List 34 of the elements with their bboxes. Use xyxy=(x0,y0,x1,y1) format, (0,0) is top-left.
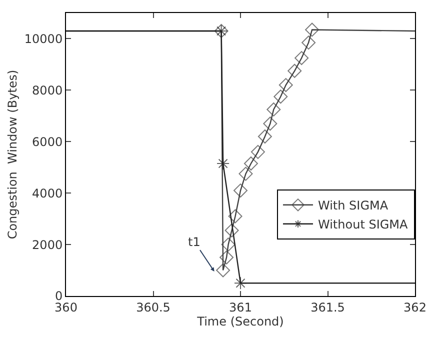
point xyxy=(234,276,247,290)
point xyxy=(274,90,288,104)
x-tick-label: 360.5 xyxy=(136,300,170,314)
point xyxy=(238,166,253,181)
point xyxy=(244,156,258,170)
point xyxy=(228,209,242,224)
annotation: t1 xyxy=(188,235,200,249)
y-tick-label: 8000 xyxy=(32,83,63,98)
point xyxy=(250,144,265,159)
y-tick-label: 4000 xyxy=(32,186,63,200)
point xyxy=(302,36,316,50)
x-axis-title: Time (Second) xyxy=(196,314,284,328)
point xyxy=(216,157,230,170)
x-tick-label: 361.5 xyxy=(310,300,345,314)
point xyxy=(224,223,239,238)
point xyxy=(288,64,302,78)
legend-label: Without SIGMA xyxy=(318,218,409,232)
point xyxy=(234,184,248,198)
legend-label: With SIGMA xyxy=(318,198,389,213)
point xyxy=(266,102,281,116)
point xyxy=(305,22,320,37)
y-tick-label: 10000 xyxy=(24,32,63,46)
y-tick-label: 2000 xyxy=(32,238,63,252)
point xyxy=(263,116,278,131)
point xyxy=(294,51,309,66)
point xyxy=(221,238,236,252)
x-tick-label: 361 xyxy=(229,300,252,314)
y-tick-label: 6000 xyxy=(32,134,63,149)
y-axis-title: Congestion Window (Bytes) xyxy=(6,70,20,240)
point xyxy=(220,250,234,264)
x-tick-label: 362 xyxy=(404,300,426,314)
point xyxy=(278,78,293,92)
point xyxy=(216,263,230,278)
point xyxy=(258,129,272,144)
